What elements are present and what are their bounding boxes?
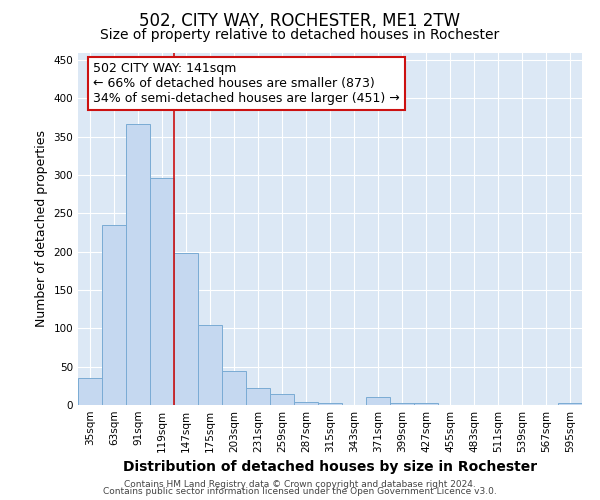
Bar	[126, 124, 150, 405]
Bar	[558, 404, 582, 405]
Bar	[150, 178, 174, 405]
Bar	[102, 225, 126, 405]
Text: Contains public sector information licensed under the Open Government Licence v3: Contains public sector information licen…	[103, 487, 497, 496]
Text: 502 CITY WAY: 141sqm
← 66% of detached houses are smaller (873)
34% of semi-deta: 502 CITY WAY: 141sqm ← 66% of detached h…	[93, 62, 400, 104]
Bar	[294, 402, 318, 405]
Bar	[366, 398, 390, 405]
Text: 502, CITY WAY, ROCHESTER, ME1 2TW: 502, CITY WAY, ROCHESTER, ME1 2TW	[139, 12, 461, 30]
Bar	[174, 254, 198, 405]
Bar	[414, 404, 438, 405]
Bar	[318, 404, 342, 405]
Bar	[390, 404, 414, 405]
Bar	[222, 372, 246, 405]
Y-axis label: Number of detached properties: Number of detached properties	[35, 130, 48, 327]
Text: Size of property relative to detached houses in Rochester: Size of property relative to detached ho…	[100, 28, 500, 42]
Text: Contains HM Land Registry data © Crown copyright and database right 2024.: Contains HM Land Registry data © Crown c…	[124, 480, 476, 489]
Bar	[270, 394, 294, 405]
Bar	[198, 326, 222, 405]
X-axis label: Distribution of detached houses by size in Rochester: Distribution of detached houses by size …	[123, 460, 537, 474]
Bar	[246, 388, 270, 405]
Bar	[78, 378, 102, 405]
